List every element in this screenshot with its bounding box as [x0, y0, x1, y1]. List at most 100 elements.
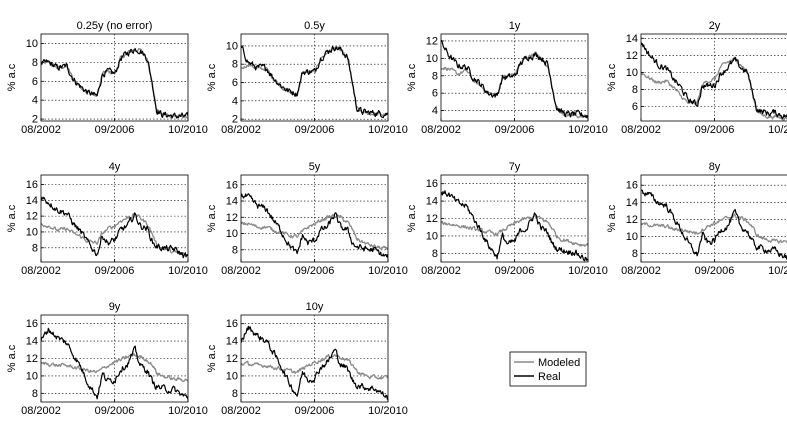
legend-box: [509, 351, 587, 387]
series-line-modeled: [241, 353, 388, 380]
x-tick-label: 09/2006: [295, 265, 335, 277]
subplot-title: 8y: [709, 161, 721, 173]
y-tick-label: 10: [26, 370, 38, 382]
subplot-4: 8 10 12 14 16 08/2002 09/2006 10/2010 4y % a.c: [6, 161, 208, 277]
y-tick-label: 14: [626, 33, 638, 45]
series-line-modeled: [241, 214, 388, 250]
subplot-5: 8 10 12 14 16 08/2002 09/2006 10/2010 5y % a.c: [206, 161, 408, 277]
y-tick-label: 12: [626, 214, 638, 226]
y-axis-label: % a.c: [6, 204, 18, 232]
y-tick-label: 6: [32, 76, 38, 88]
series-line-real: [241, 325, 388, 400]
y-axis-label: % a.c: [6, 344, 18, 372]
subplot-1: 2 4 6 8 10 08/2002 09/2006 10/2010 0.5y % a.c: [206, 20, 408, 136]
y-axis-label: % a.c: [606, 204, 618, 232]
y-tick-label: 8: [232, 59, 238, 71]
series-line-real: [241, 45, 388, 119]
subplot-title: 4y: [109, 161, 121, 173]
x-tick-label: 08/2002: [221, 405, 261, 417]
y-tick-label: 10: [626, 231, 638, 243]
x-tick-label: 08/2002: [221, 265, 261, 277]
y-tick-label: 12: [26, 353, 38, 365]
subplot-7: 8 10 12 14 16 08/2002 09/2006 10/2010 8y % a.c: [606, 161, 787, 277]
y-tick-label: 16: [26, 318, 38, 330]
series-line-real: [41, 327, 188, 400]
y-tick-label: 12: [426, 35, 438, 47]
y-tick-label: 6: [432, 88, 438, 100]
y-tick-label: 8: [32, 57, 38, 69]
y-tick-label: 14: [426, 196, 438, 208]
x-tick-label: 08/2002: [421, 124, 461, 136]
x-tick-label: 08/2002: [21, 405, 61, 417]
y-tick-label: 12: [226, 353, 238, 365]
x-tick-label: 08/2002: [21, 124, 61, 136]
x-tick-label: 08/2002: [421, 265, 461, 277]
y-tick-label: 12: [26, 211, 38, 223]
subplot-8: 8 10 12 14 16 08/2002 09/2006 10/2010 9y % a.c: [6, 301, 208, 417]
y-axis-label: % a.c: [6, 63, 18, 91]
y-tick-label: 2: [232, 114, 238, 126]
x-tick-label: 10/2010: [368, 124, 408, 136]
subplot-2: 4 6 8 10 12 08/2002 09/2006 10/2010 1y % a.c: [406, 20, 608, 136]
y-tick-label: 4: [432, 105, 438, 117]
x-tick-label: 10/2010: [768, 265, 787, 277]
subplot-0: 2 4 6 8 10 08/2002 09/2006 10/2010 0.25y (no err…: [6, 20, 208, 136]
y-tick-label: 8: [32, 388, 38, 400]
x-tick-label: 08/2002: [21, 265, 61, 277]
series-line-real: [641, 189, 787, 261]
subplot-9: 8 10 12 14 16 08/2002 09/2006 10/2010 10y % a.c: [206, 301, 408, 417]
y-axis-label: % a.c: [206, 344, 218, 372]
x-tick-label: 08/2002: [221, 124, 261, 136]
y-tick-label: 4: [32, 95, 38, 107]
y-tick-label: 14: [226, 196, 238, 208]
x-tick-label: 10/2010: [368, 405, 408, 417]
x-tick-label: 08/2002: [621, 265, 661, 277]
series-line-modeled: [441, 215, 588, 247]
y-tick-label: 8: [632, 248, 638, 260]
x-tick-label: 10/2010: [568, 124, 608, 136]
y-tick-label: 2: [32, 114, 38, 126]
legend-label-real: Real: [538, 371, 561, 383]
y-tick-label: 14: [626, 197, 638, 209]
series-line-modeled: [641, 56, 787, 121]
y-axis-label: % a.c: [406, 204, 418, 232]
subplot-title: 2y: [709, 20, 721, 32]
series-line-modeled: [41, 352, 188, 383]
y-tick-label: 10: [626, 67, 638, 79]
series-line-real: [41, 47, 188, 119]
x-tick-label: 09/2006: [95, 405, 135, 417]
y-tick-label: 16: [426, 178, 438, 190]
y-tick-label: 10: [26, 226, 38, 238]
subplot-title: 9y: [109, 301, 121, 313]
x-tick-label: 09/2006: [95, 265, 135, 277]
y-tick-label: 12: [226, 212, 238, 224]
y-tick-label: 14: [226, 336, 238, 348]
subplot-title: 10y: [306, 301, 324, 313]
y-axis-label: % a.c: [606, 63, 618, 91]
axes-box: [640, 174, 787, 263]
y-tick-label: 6: [632, 101, 638, 113]
y-axis-label: % a.c: [206, 204, 218, 232]
y-tick-label: 6: [232, 77, 238, 89]
y-tick-label: 8: [232, 388, 238, 400]
x-tick-label: 08/2002: [621, 124, 661, 136]
y-tick-label: 8: [232, 244, 238, 256]
series-line-real: [641, 42, 787, 120]
y-tick-label: 4: [232, 95, 238, 107]
y-tick-label: 8: [32, 242, 38, 254]
subplot-title: 5y: [309, 161, 321, 173]
x-tick-label: 09/2006: [495, 124, 535, 136]
x-tick-label: 09/2006: [295, 405, 335, 417]
y-axis-label: % a.c: [206, 63, 218, 91]
y-tick-label: 10: [226, 370, 238, 382]
x-tick-label: 10/2010: [568, 265, 608, 277]
y-axis-label: % a.c: [406, 63, 418, 91]
series-line-modeled: [641, 213, 787, 244]
subplot-title: 1y: [509, 20, 521, 32]
y-tick-label: 16: [226, 179, 238, 191]
legend: Modeled Real: [509, 351, 587, 387]
y-tick-label: 8: [432, 248, 438, 260]
x-tick-label: 09/2006: [695, 265, 735, 277]
y-tick-label: 14: [26, 195, 38, 207]
